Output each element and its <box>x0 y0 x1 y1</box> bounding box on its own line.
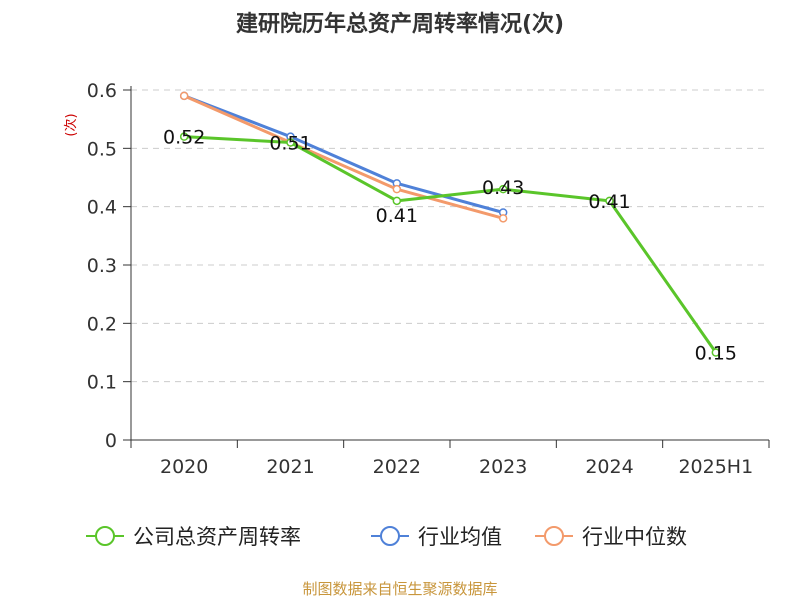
y-axis-label: (次) <box>63 113 79 136</box>
chart-title: 建研院历年总资产周转率情况(次) <box>236 11 564 37</box>
x-tick-label: 2024 <box>585 456 633 478</box>
data-label: 0.41 <box>376 205 418 227</box>
x-tick-label: 2020 <box>160 456 208 478</box>
legend-label-1: 行业均值 <box>418 525 502 549</box>
legend-marker-1 <box>380 526 400 546</box>
x-tick-label: 2021 <box>266 456 314 478</box>
series-line-0 <box>184 135 718 354</box>
series-lines <box>179 91 721 357</box>
axes: 0 0.1 0.2 0.3 0.4 0.5 0.6 2020 2021 2022 2023 2024 2… <box>87 80 770 478</box>
legend-label-2: 行业中位数 <box>582 525 687 549</box>
data-label: 0.51 <box>269 133 311 155</box>
data-point-marker <box>392 184 402 194</box>
grid-lines <box>131 89 769 383</box>
x-tick-label: 2023 <box>479 456 527 478</box>
data-point-marker <box>286 138 295 147</box>
legend-marker-0 <box>95 526 115 546</box>
series-line-1 <box>183 94 504 214</box>
legend-marker-2 <box>544 526 564 546</box>
series-line-2 <box>183 94 504 220</box>
data-label: 0.15 <box>695 343 737 365</box>
x-tick-label: 2022 <box>373 456 421 478</box>
y-tick-label: 0.4 <box>87 197 117 219</box>
y-tick-label: 0.1 <box>87 372 117 394</box>
x-tick-label: 2025H1 <box>678 456 753 478</box>
data-point-marker <box>498 214 508 223</box>
data-point-marker <box>605 196 614 206</box>
y-tick-label: 0 <box>105 430 117 452</box>
data-label: 0.41 <box>588 191 630 213</box>
data-point-marker <box>498 184 508 194</box>
data-labels: 0.52 0.51 0.41 0.43 0.41 0.15 <box>163 127 737 365</box>
data-label: 0.43 <box>482 177 524 199</box>
data-label: 0.52 <box>163 127 205 149</box>
y-tick-label: 0.2 <box>87 313 117 335</box>
y-tick-label: 0.3 <box>87 255 117 277</box>
legend-label-0: 公司总资产周转率 <box>133 525 301 549</box>
y-tick-label: 0.6 <box>87 80 117 102</box>
source-note: 制图数据来自恒生聚源数据库 <box>302 580 497 598</box>
data-point-marker <box>711 348 721 357</box>
legend: 公司总资产周转率 行业均值 行业中位数 <box>86 525 687 549</box>
data-point-marker <box>179 91 189 101</box>
y-tick-label: 0.5 <box>87 138 117 160</box>
data-point-marker <box>392 196 402 206</box>
data-point-marker <box>179 132 189 141</box>
